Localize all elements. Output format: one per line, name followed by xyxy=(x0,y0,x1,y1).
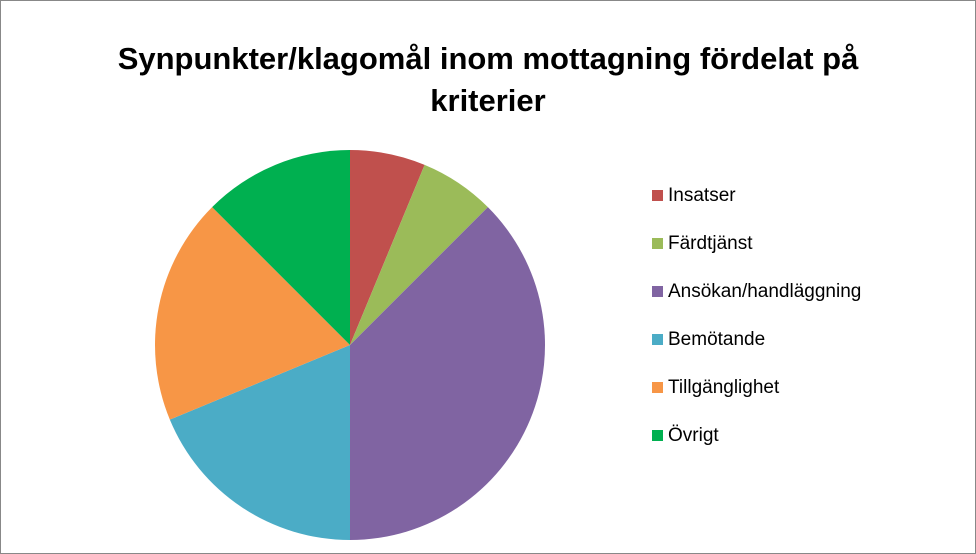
legend-swatch xyxy=(652,190,663,201)
chart-title: Synpunkter/klagomål inom mottagning förd… xyxy=(117,41,859,118)
pie-slice xyxy=(350,207,546,540)
legend-label: Insatser xyxy=(668,185,736,206)
pie-slice xyxy=(169,345,350,540)
legend-label: Bemötande xyxy=(668,329,765,350)
pie-slice xyxy=(212,150,350,345)
legend-swatch xyxy=(652,382,663,393)
pie-slice xyxy=(350,164,488,345)
legend-label: Tillgänglighet xyxy=(668,377,780,398)
legend-label: Ansökan/handläggning xyxy=(668,281,861,302)
legend-swatch xyxy=(652,238,663,249)
legend-swatch xyxy=(652,430,663,441)
legend-swatch xyxy=(652,286,663,297)
legend-swatch xyxy=(652,334,663,345)
legend-label: Övrigt xyxy=(668,425,719,446)
legend-label: Färdtjänst xyxy=(668,233,753,254)
pie-slice xyxy=(155,207,350,420)
pie-slice xyxy=(350,150,425,345)
